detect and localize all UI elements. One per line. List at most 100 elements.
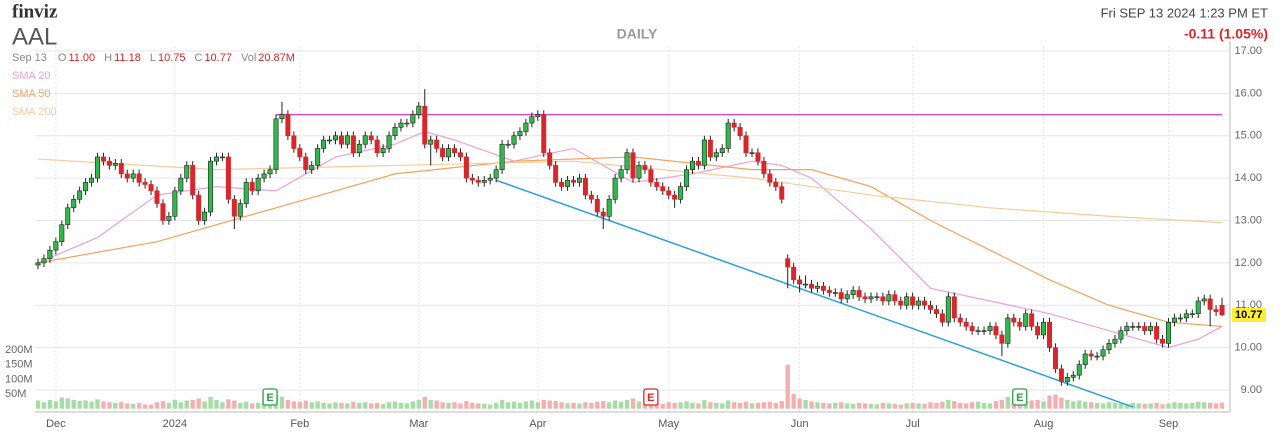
volume-bar <box>910 402 915 409</box>
candle-body <box>553 165 559 183</box>
volume-bar <box>541 399 546 409</box>
candle-body <box>963 321 969 327</box>
ohlc-value: 11.18 <box>114 52 141 64</box>
candle-body <box>321 139 327 149</box>
candle-body <box>1154 326 1160 340</box>
volume-bar <box>785 364 790 409</box>
volume-bar <box>1190 402 1195 409</box>
x-tick-label: May <box>658 418 679 430</box>
candle-body <box>939 313 945 323</box>
ohlc-value: 10.77 <box>204 52 232 64</box>
candle-body <box>303 156 309 170</box>
candle-body <box>1023 313 1029 327</box>
period: DAILY <box>617 26 658 42</box>
volume-bar <box>250 403 255 409</box>
candle-body <box>457 152 463 158</box>
volume-bar <box>1112 402 1118 409</box>
candle-body <box>1148 326 1154 331</box>
volume-bar <box>125 403 130 409</box>
x-tick-label: Sep <box>1159 418 1179 430</box>
volume-bar <box>77 401 82 409</box>
volume-bar <box>571 402 576 409</box>
candle-body <box>904 296 910 306</box>
candle-body <box>910 296 916 306</box>
volume-bar <box>892 404 897 409</box>
volume-bar <box>333 402 338 409</box>
candle-body <box>112 162 118 166</box>
candle-body <box>856 290 862 298</box>
volume-bar <box>160 401 166 409</box>
volume-bar <box>1202 402 1207 409</box>
candle-body <box>838 292 844 300</box>
volume-bar <box>553 401 558 409</box>
volume-bar <box>416 399 421 409</box>
candle-body <box>291 135 297 149</box>
volume-bar <box>339 402 344 409</box>
candle-body <box>196 194 202 221</box>
candle-body <box>392 126 398 137</box>
x-tick-label: Apr <box>529 418 546 430</box>
volume-bar <box>392 401 398 409</box>
volume-bar <box>648 402 654 409</box>
volume-bar <box>226 399 231 409</box>
candle-body <box>725 122 731 149</box>
candle-body <box>880 296 886 302</box>
price-tag-label: 10.77 <box>1235 309 1263 321</box>
candle-body <box>565 179 571 187</box>
volume-bar <box>1035 399 1040 409</box>
volume-bar <box>65 398 70 409</box>
ohlc-key: Sep 13 <box>12 52 47 64</box>
volume-bar <box>511 401 517 409</box>
volume-bar <box>458 403 463 409</box>
volume-bar <box>369 403 374 409</box>
candle-body <box>820 285 826 291</box>
volume-bar <box>999 399 1005 409</box>
candle-body <box>624 152 630 170</box>
volume-bar <box>493 402 499 409</box>
volume-bar <box>297 401 302 409</box>
candle-body <box>1041 321 1047 336</box>
candle-body <box>1082 353 1088 365</box>
volume-bar <box>904 403 909 409</box>
candle-body <box>481 179 487 183</box>
candle-body <box>957 317 963 323</box>
volume-bar <box>1071 401 1076 409</box>
candle-body <box>576 177 582 183</box>
volume-bar <box>678 402 683 409</box>
volume-bar <box>345 403 350 409</box>
candle-body <box>1058 368 1064 382</box>
candle-body <box>618 169 624 179</box>
volume-bar <box>380 404 386 409</box>
candle-body <box>65 207 71 226</box>
candle-body <box>208 160 214 213</box>
candle-body <box>118 162 124 175</box>
volume-bar <box>737 402 743 409</box>
volume-bar <box>690 402 695 409</box>
volume-bar <box>101 401 106 409</box>
volume-bar <box>898 404 903 409</box>
candle-body <box>535 114 541 117</box>
candle-body <box>922 300 928 306</box>
volume-bar <box>238 402 243 409</box>
candle-body <box>89 177 95 183</box>
volume-bar <box>928 402 933 409</box>
candle-body <box>356 143 362 154</box>
volume-bar <box>672 402 677 409</box>
candle-body <box>648 169 654 183</box>
volume-bar <box>803 399 808 409</box>
volume-bar <box>1053 394 1058 409</box>
volume-bar <box>47 399 53 409</box>
volume-bar <box>214 399 219 409</box>
ohlc-value: 10.75 <box>158 52 186 64</box>
y-tick-label: 14.00 <box>1234 172 1262 184</box>
candle-body <box>689 160 695 170</box>
candle-body <box>505 143 511 146</box>
volume-bar <box>934 402 939 409</box>
volume-bar <box>767 401 773 409</box>
candle-body <box>1017 321 1023 327</box>
volume-bar <box>196 398 201 409</box>
ohlc-key: Vol <box>241 52 256 64</box>
sma-line <box>37 156 1223 328</box>
volume-bar <box>559 402 564 409</box>
